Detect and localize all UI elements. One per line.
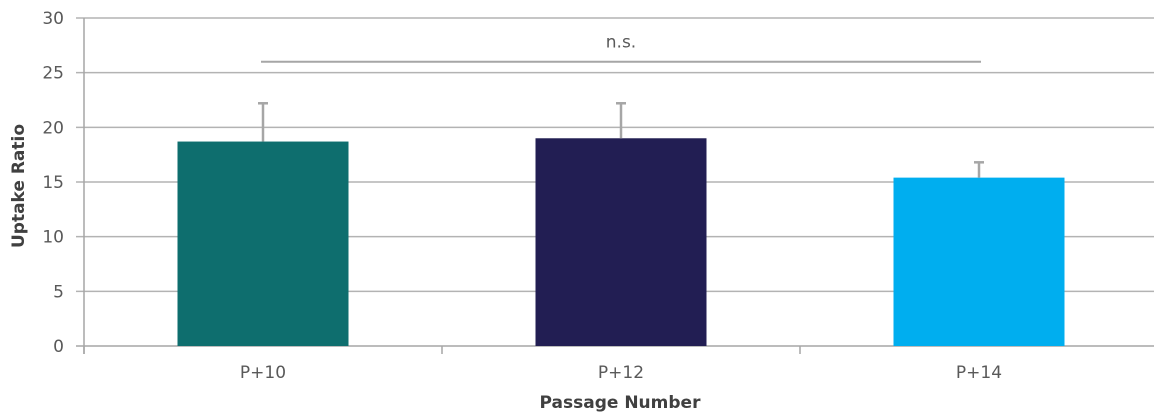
y-tick-label: 20 (42, 118, 64, 138)
axes (83, 18, 801, 354)
bars (177, 138, 1065, 346)
y-tick-label: 25 (42, 64, 64, 84)
y-tick-labels: 0 5 10 15 20 25 30 (42, 9, 64, 357)
bar-pplus10 (177, 141, 349, 346)
bar-pplus12 (535, 138, 707, 346)
error-bars (258, 102, 984, 178)
x-tick-label: P+10 (240, 363, 286, 383)
bar-pplus14 (893, 177, 1065, 346)
y-tick-label: 15 (42, 173, 64, 193)
y-tick-label: 10 (42, 228, 64, 248)
x-axis-title: Passage Number (540, 393, 702, 413)
y-tick-label: 5 (53, 282, 64, 302)
y-axis-title: Uptake Ratio (9, 124, 29, 248)
significance-annotation: n.s. (261, 33, 981, 63)
x-tick-label: P+14 (956, 363, 1002, 383)
x-tick-label: P+12 (598, 363, 644, 383)
y-tick-label: 0 (53, 337, 64, 357)
y-tick-label: 30 (42, 9, 64, 29)
x-tick-labels: P+10 P+12 P+14 (240, 363, 1002, 383)
significance-label: n.s. (606, 33, 636, 53)
